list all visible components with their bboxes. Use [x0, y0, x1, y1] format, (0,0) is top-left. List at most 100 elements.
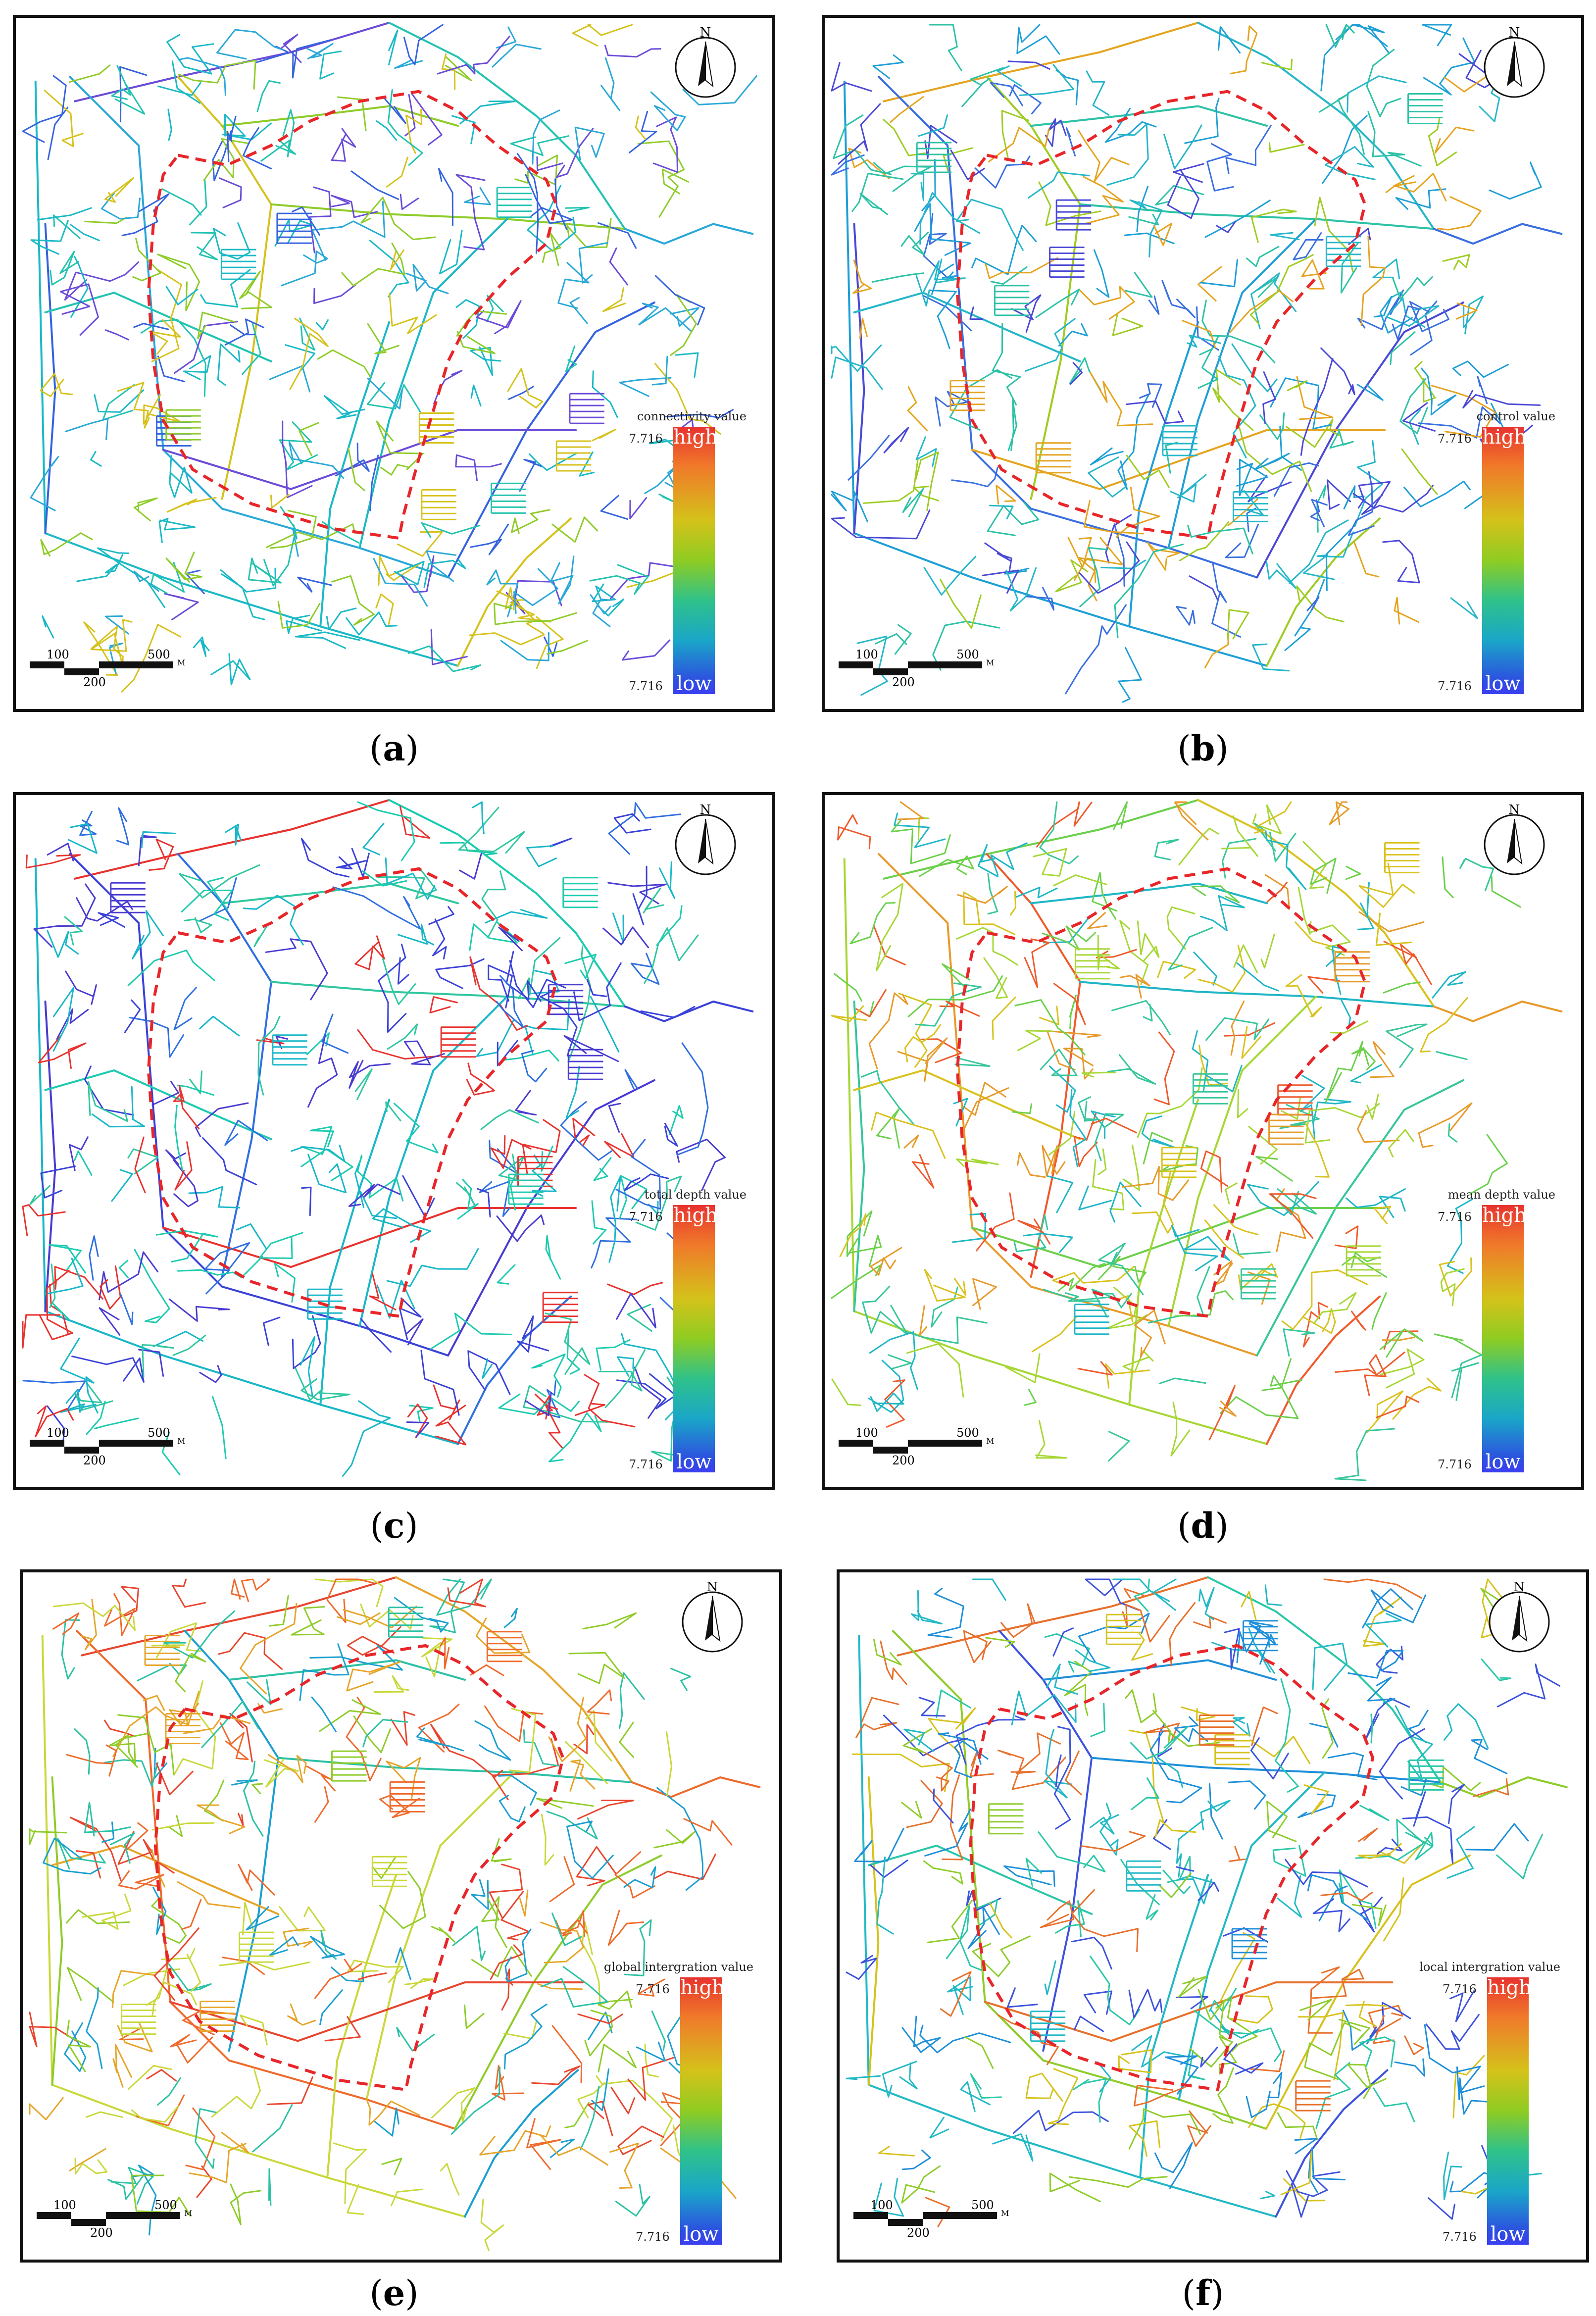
legend-low-label: low: [676, 1451, 712, 1473]
svg-text:100: 100: [855, 1426, 878, 1440]
legend-color-ramp: high low: [1482, 426, 1527, 695]
study-route-dashed: [147, 90, 558, 540]
map-panel-d: N 100 500 M 200 mean depth value high low 7…: [822, 792, 1584, 1490]
scale-bar: 100 500 M 200: [36, 2195, 199, 2240]
svg-text:200: 200: [907, 2226, 930, 2240]
legend-color-ramp: high low: [1482, 1204, 1527, 1473]
svg-text:500: 500: [148, 1426, 170, 1440]
legend-low-label: low: [1490, 2223, 1526, 2246]
north-arrow-icon: N: [1482, 25, 1546, 101]
caption-f: (f): [1182, 2272, 1224, 2314]
caption-e: (e): [369, 2272, 419, 2314]
svg-text:M: M: [986, 658, 994, 667]
north-label: N: [700, 804, 711, 817]
legend-color-ramp: high low: [673, 1204, 718, 1473]
scale-bar: 100 500 M 200: [29, 1423, 192, 1467]
legend-title: connectivity value: [637, 409, 747, 423]
road-network: [846, 1576, 1568, 2227]
svg-text:500: 500: [971, 2198, 994, 2212]
north-arrow-icon: N: [680, 1580, 745, 1656]
caption-a: (a): [369, 728, 419, 769]
legend-max-value: 7.716: [1438, 1210, 1472, 1224]
legend-min-value: 7.716: [629, 679, 663, 693]
svg-text:100: 100: [47, 1426, 69, 1440]
svg-text:200: 200: [90, 2226, 113, 2240]
svg-text:100: 100: [870, 2198, 893, 2212]
north-label: N: [700, 27, 711, 40]
legend-max-value: 7.716: [629, 432, 663, 446]
legend-color-ramp: high low: [680, 1976, 725, 2246]
north-label: N: [1509, 27, 1520, 40]
scale-bar: 100 500 M 200: [852, 2195, 1016, 2240]
road-network: [831, 799, 1563, 1481]
legend-low-label: low: [683, 2223, 719, 2246]
study-route-dashed: [955, 90, 1367, 540]
caption-b: (b): [1177, 728, 1229, 769]
legend-title: local intergration value: [1419, 1960, 1560, 1974]
north-label: N: [1514, 1581, 1525, 1595]
svg-text:500: 500: [154, 2198, 177, 2212]
legend-title: control value: [1476, 409, 1555, 423]
study-route-dashed: [147, 867, 558, 1318]
legend-min-value: 7.716: [1438, 679, 1472, 693]
legend-min-value: 7.716: [636, 2230, 670, 2244]
study-route-dashed: [955, 867, 1367, 1318]
road-network: [29, 1576, 761, 2251]
north-arrow-icon: N: [1482, 803, 1546, 878]
legend-high-label: high: [680, 1976, 725, 1999]
map-panel-f: N 100 500 M 200 local intergration value…: [837, 1569, 1589, 2263]
svg-text:100: 100: [47, 648, 69, 661]
legend-min-value: 7.716: [1443, 2230, 1477, 2244]
scale-bar: 100 500 M 200: [29, 645, 192, 689]
road-network: [22, 21, 757, 693]
svg-text:100: 100: [53, 2198, 76, 2212]
svg-text:M: M: [177, 1436, 185, 1446]
legend-color-ramp: high low: [673, 426, 718, 695]
legend-high-label: high: [1487, 1976, 1532, 1999]
legend-title: total depth value: [644, 1188, 747, 1202]
svg-text:200: 200: [892, 1454, 915, 1467]
legend-max-value: 7.716: [1438, 432, 1472, 446]
study-route-dashed: [153, 1644, 565, 2092]
road-network: [831, 21, 1563, 703]
map-panel-b: N 100 500 M 200 control value high low 7.71…: [822, 15, 1584, 712]
scale-bar: 100 500 M 200: [838, 645, 1001, 689]
svg-text:M: M: [986, 1436, 994, 1446]
map-panel-e: N 100 500 M 200 global intergration valu…: [20, 1569, 782, 2263]
north-arrow-icon: N: [673, 25, 738, 101]
legend-low-label: low: [676, 672, 712, 695]
svg-text:500: 500: [956, 1426, 979, 1440]
legend-high-label: high: [1482, 426, 1527, 449]
legend-min-value: 7.716: [629, 1458, 663, 1471]
north-label: N: [1509, 804, 1520, 817]
north-label: N: [707, 1581, 718, 1595]
svg-text:200: 200: [83, 1454, 106, 1467]
caption-d: (d): [1177, 1505, 1229, 1546]
scale-bar: 100 500 M 200: [838, 1423, 1001, 1467]
svg-text:500: 500: [956, 648, 979, 661]
legend-high-label: high: [673, 426, 718, 449]
legend-title: global intergration value: [603, 1960, 753, 1974]
svg-text:200: 200: [83, 675, 106, 689]
study-route-dashed: [969, 1644, 1375, 2092]
svg-text:100: 100: [855, 648, 878, 661]
map-panel-c: N 100 500 M 200 total depth value high low…: [13, 792, 775, 1490]
svg-text:M: M: [177, 658, 185, 667]
svg-text:M: M: [184, 2209, 192, 2218]
legend-max-value: 7.716: [629, 1210, 663, 1224]
legend-low-label: low: [1485, 1451, 1521, 1473]
svg-text:200: 200: [892, 675, 915, 689]
legend-title: mean depth value: [1447, 1188, 1555, 1202]
svg-text:500: 500: [148, 648, 170, 661]
map-panel-a: N 100 500 M 200 connectivity value high lo…: [13, 15, 775, 712]
legend-high-label: high: [673, 1204, 718, 1227]
caption-c: (c): [370, 1505, 418, 1546]
legend-high-label: high: [1482, 1204, 1527, 1227]
road-network: [22, 799, 754, 1477]
north-arrow-icon: N: [673, 803, 738, 878]
legend-min-value: 7.716: [1438, 1458, 1472, 1471]
legend-low-label: low: [1485, 672, 1521, 695]
legend-max-value: 7.716: [636, 1982, 670, 1996]
legend-color-ramp: high low: [1487, 1976, 1532, 2246]
svg-text:M: M: [1001, 2209, 1009, 2218]
